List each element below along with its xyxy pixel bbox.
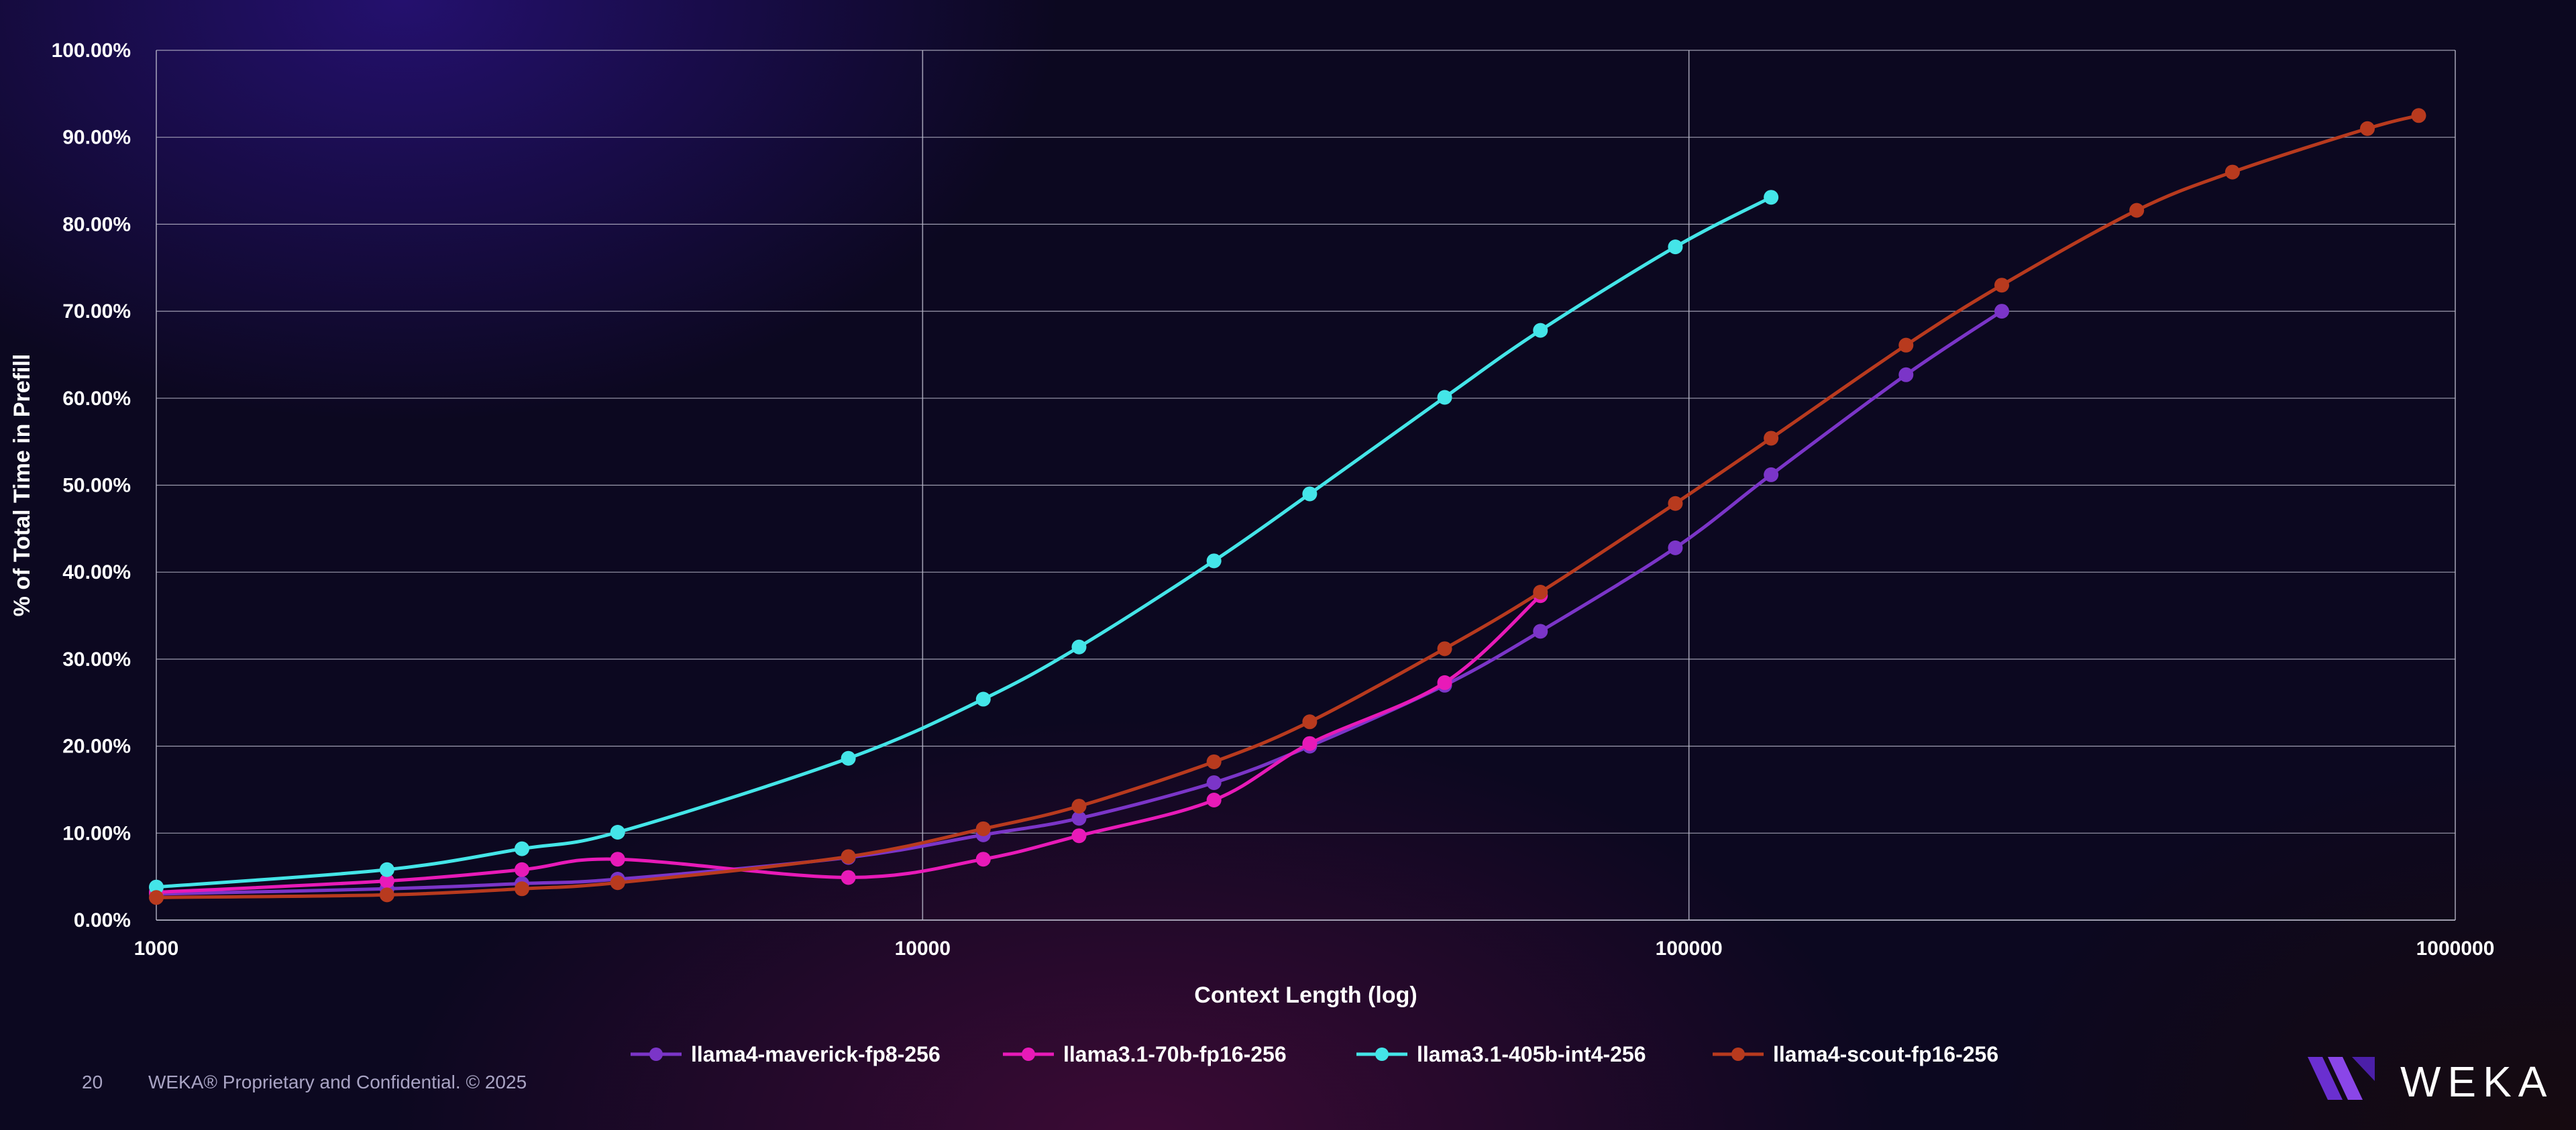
axes: 0.00% 10.00% 20.00% 30.00% 40.00% 50.00% 60.00… — [9, 40, 2494, 1008]
data-point — [149, 890, 164, 905]
data-point — [515, 841, 530, 856]
series-llama3.1-405b-int4-256 — [149, 190, 1779, 895]
y-tick-label: 10.00% — [62, 822, 131, 844]
data-point — [1668, 496, 1683, 511]
legend-label: llama3.1-70b-fp16-256 — [1063, 1042, 1287, 1066]
y-tick-label: 0.00% — [74, 909, 131, 931]
y-tick-label: 100.00% — [52, 40, 131, 62]
data-point — [2360, 121, 2375, 136]
legend-item: llama4-maverick-fp8-256 — [631, 1042, 941, 1066]
x-tick-label: 1000000 — [2416, 938, 2495, 960]
x-axis-title: Context Length (log) — [1194, 982, 1417, 1008]
data-point — [2129, 203, 2145, 218]
data-point — [379, 862, 394, 877]
legend-swatch-marker — [1022, 1048, 1035, 1061]
y-tick-label: 30.00% — [62, 648, 131, 671]
legend-label: llama4-maverick-fp8-256 — [691, 1042, 941, 1066]
data-point — [1071, 811, 1087, 826]
data-point — [1206, 775, 1222, 791]
legend-swatch-marker — [649, 1048, 663, 1061]
footer: 20 WEKA® Proprietary and Confidential. ©… — [82, 1072, 527, 1093]
data-point — [1533, 323, 1548, 338]
data-point — [1071, 828, 1087, 844]
series-line — [154, 594, 1542, 894]
y-tick-label: 90.00% — [62, 127, 131, 149]
series-line — [154, 113, 2421, 899]
data-point — [1437, 641, 1452, 657]
y-tick-label: 60.00% — [62, 388, 131, 410]
page-number: 20 — [82, 1072, 103, 1092]
legend-swatch-marker — [1731, 1048, 1745, 1061]
data-point — [1764, 190, 1779, 205]
data-point — [1898, 337, 1914, 353]
data-point — [975, 821, 991, 836]
y-axis-title: % of Total Time in Prefill — [9, 354, 35, 617]
data-point — [1533, 585, 1548, 600]
data-point — [1071, 639, 1087, 655]
data-point — [975, 691, 991, 707]
data-point — [515, 881, 530, 897]
legend: llama4-maverick-fp8-256 llama3.1-70b-fp16… — [631, 1042, 1998, 1066]
data-point — [1764, 431, 1779, 446]
legend-label: llama3.1-405b-int4-256 — [1417, 1042, 1646, 1066]
legend-item: llama4-scout-fp16-256 — [1713, 1042, 1998, 1066]
data-point — [149, 879, 164, 895]
data-point — [1668, 239, 1683, 255]
legend-swatch-marker — [1375, 1048, 1389, 1061]
weka-logo-text: WEKA — [2400, 1058, 2554, 1106]
x-tick-label: 1000 — [134, 938, 179, 960]
footer-text: WEKA® Proprietary and Confidential. © 20… — [148, 1072, 527, 1092]
series-llama3.1-70b-fp16-256 — [149, 588, 1548, 900]
y-tick-label: 70.00% — [62, 300, 131, 323]
data-point — [379, 887, 394, 903]
data-point — [1668, 540, 1683, 555]
data-point — [841, 849, 856, 864]
data-point — [1437, 675, 1452, 690]
y-tick-label: 80.00% — [62, 213, 131, 235]
series-group — [149, 108, 2426, 905]
data-point — [975, 852, 991, 867]
weka-logo: WEKA — [2308, 1052, 2549, 1112]
data-point — [610, 875, 625, 891]
data-point — [841, 750, 856, 766]
data-point — [1437, 390, 1452, 405]
legend-item: llama3.1-405b-int4-256 — [1356, 1042, 1646, 1066]
data-point — [1898, 367, 1914, 382]
grid — [156, 50, 2456, 921]
series-line — [154, 195, 1773, 889]
weka-logo-icon — [2308, 1057, 2375, 1100]
legend-label: llama4-scout-fp16-256 — [1773, 1042, 1998, 1066]
data-point — [1533, 624, 1548, 639]
data-point — [1206, 754, 1222, 769]
data-point — [1994, 278, 2010, 293]
data-point — [841, 870, 856, 885]
y-tick-label: 50.00% — [62, 475, 131, 497]
data-point — [1206, 553, 1222, 569]
data-point — [610, 852, 625, 867]
data-point — [610, 825, 625, 840]
data-point — [1994, 304, 2010, 319]
data-point — [515, 862, 530, 877]
x-tick-label: 100000 — [1656, 938, 1723, 960]
data-point — [1764, 467, 1779, 482]
series-llama4-scout-fp16-256 — [149, 108, 2426, 905]
data-point — [2224, 164, 2240, 180]
y-tick-label: 40.00% — [62, 561, 131, 583]
data-point — [1302, 736, 1318, 751]
data-point — [379, 873, 394, 889]
x-tick-label: 10000 — [895, 938, 951, 960]
data-point — [1071, 799, 1087, 814]
data-point — [1206, 793, 1222, 808]
data-point — [1302, 486, 1318, 502]
data-point — [2411, 108, 2426, 123]
data-point — [1302, 714, 1318, 730]
y-tick-label: 20.00% — [62, 736, 131, 758]
legend-item: llama3.1-70b-fp16-256 — [1003, 1042, 1287, 1066]
